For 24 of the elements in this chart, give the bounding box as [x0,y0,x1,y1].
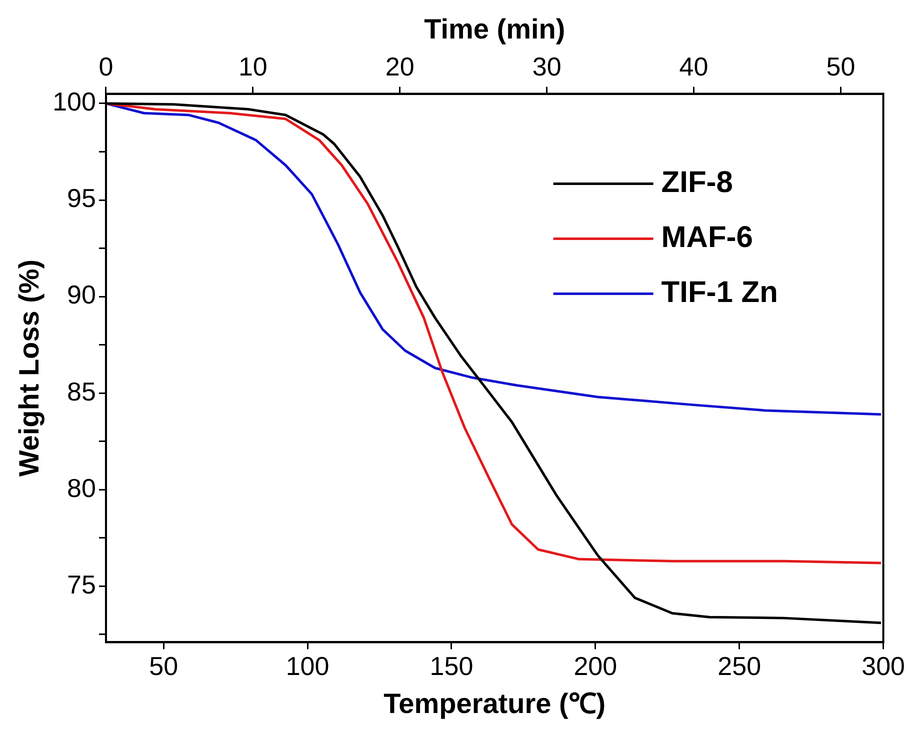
x-tick-label: 250 [718,650,762,681]
y-tick-label: 80 [67,472,96,503]
x-tick-label: 300 [862,650,906,681]
y-tick-label: 90 [67,280,96,310]
x-tick-label: 200 [574,650,618,681]
x-axis-title: Temperature (℃) [384,688,606,719]
y-tick-label: 85 [67,376,96,406]
legend-label: MAF-6 [661,221,753,254]
x2-tick-label: 0 [98,51,114,82]
x2-tick-label: 40 [679,51,708,82]
legend-label: ZIF-8 [661,166,733,200]
x2-tick-label: 50 [826,51,856,82]
x2-tick-label: 30 [532,51,562,82]
x-tick-label: 150 [430,650,474,681]
x2-tick-label: 20 [385,51,414,82]
x2-tick-label: 10 [238,51,268,82]
x-tick-label: 50 [149,650,178,681]
y-tick-label: 95 [67,183,96,214]
y-axis-title: Weight Loss (%) [14,259,45,477]
x2-axis-title: Time (min) [424,14,566,45]
legend-label: TIF-1 Zn [661,276,778,310]
y-tick-label: 100 [52,86,96,117]
y-tick-label: 75 [67,569,96,600]
x-tick-label: 100 [286,650,330,681]
